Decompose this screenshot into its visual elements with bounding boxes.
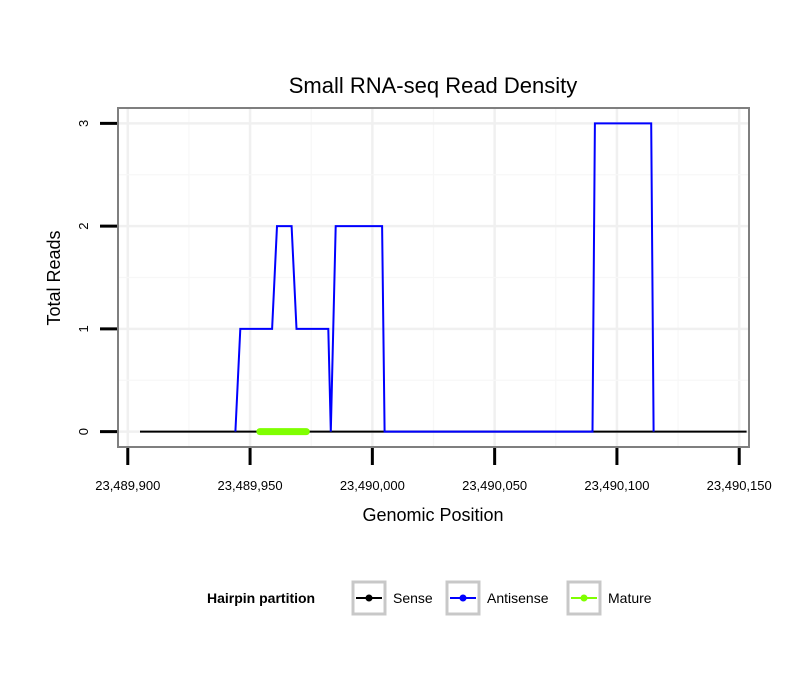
legend-key-point (580, 594, 588, 602)
x-tick-label: 23,490,050 (462, 478, 527, 493)
legend-title: Hairpin partition (207, 590, 315, 606)
legend-label-sense: Sense (393, 590, 433, 606)
legend-label-mature: Mature (608, 590, 652, 606)
plot-panel-border (117, 107, 750, 448)
x-axis-title: Genomic Position (362, 505, 503, 525)
y-axis-title: Total Reads (44, 230, 64, 325)
y-tick-label: 1 (76, 325, 91, 332)
legend: Hairpin partition Sense Antisense Mature (207, 580, 652, 616)
x-axis: 23,489,900 23,489,950 23,490,000 23,490,050… (95, 448, 772, 493)
legend-label-antisense: Antisense (487, 590, 549, 606)
grid (118, 108, 749, 447)
x-tick-label: 23,490,150 (707, 478, 772, 493)
x-tick-label: 23,489,900 (95, 478, 160, 493)
x-tick-label: 23,489,950 (218, 478, 283, 493)
y-tick-label: 3 (76, 120, 91, 127)
y-tick-label: 0 (76, 428, 91, 435)
series-layer (140, 122, 747, 436)
legend-key-point (365, 594, 373, 602)
x-tick-label: 23,490,100 (584, 478, 649, 493)
series-line-antisense (234, 122, 655, 433)
legend-key-point (459, 594, 467, 602)
chart-title: Small RNA-seq Read Density (289, 73, 578, 98)
y-axis: 0 1 2 3 (76, 120, 117, 435)
x-tick-label: 23,490,000 (340, 478, 405, 493)
y-tick-label: 2 (76, 223, 91, 230)
